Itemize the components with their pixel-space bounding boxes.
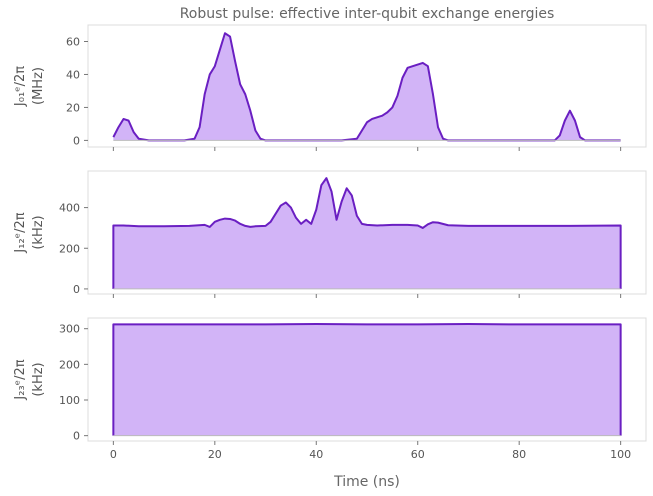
y-tick-label: 0 — [73, 283, 80, 296]
panel-2: 0 100 200 300 0 20 40 60 80 100 J₂₃ᵉ/2π (kHz) — [13, 317, 647, 461]
y-axis-label: J₁₂ᵉ/2π — [13, 212, 28, 253]
y-tick-label: 100 — [59, 394, 80, 407]
x-tick-label: 80 — [512, 448, 526, 461]
series-area — [113, 324, 621, 436]
x-tick-label: 20 — [208, 448, 222, 461]
y-tick-label: 200 — [59, 242, 80, 255]
x-tick-label: 60 — [411, 448, 425, 461]
y-tick-label: 20 — [66, 101, 80, 114]
series-area — [113, 178, 621, 289]
x-axis-label: Time (ns) — [333, 474, 400, 490]
x-tick-label: 40 — [309, 448, 323, 461]
x-tick-label: 100 — [610, 448, 631, 461]
x-tick-label: 0 — [110, 448, 117, 461]
y-axis-label: J₀₁ᵉ/2π — [13, 66, 28, 107]
panel-1: 0 200 400 J₁₂ᵉ/2π (kHz) — [13, 170, 647, 298]
y-tick-label: 60 — [66, 35, 80, 48]
panel-frame — [87, 317, 647, 442]
y-tick-label: 300 — [59, 323, 80, 336]
chart-title: Robust pulse: effective inter-qubit exch… — [180, 6, 555, 22]
y-tick-label: 0 — [73, 134, 80, 147]
y-axis-label: J₂₃ᵉ/2π — [13, 359, 28, 400]
y-tick-label: 400 — [59, 202, 80, 215]
panel-frame — [87, 170, 647, 295]
series-area — [113, 33, 621, 141]
series-line — [112, 177, 622, 289]
series-line — [112, 323, 622, 436]
y-tick-label: 0 — [73, 430, 80, 443]
y-tick-label: 200 — [59, 358, 80, 371]
y-axis-unit: (MHz) — [31, 67, 46, 105]
y-axis-unit: (kHz) — [31, 215, 46, 249]
y-tick-label: 40 — [66, 68, 80, 81]
panel-0: 0 20 40 60 J₀₁ᵉ/2π (MHz) — [13, 24, 647, 151]
y-axis-unit: (kHz) — [31, 362, 46, 396]
panel-frame — [87, 24, 647, 148]
